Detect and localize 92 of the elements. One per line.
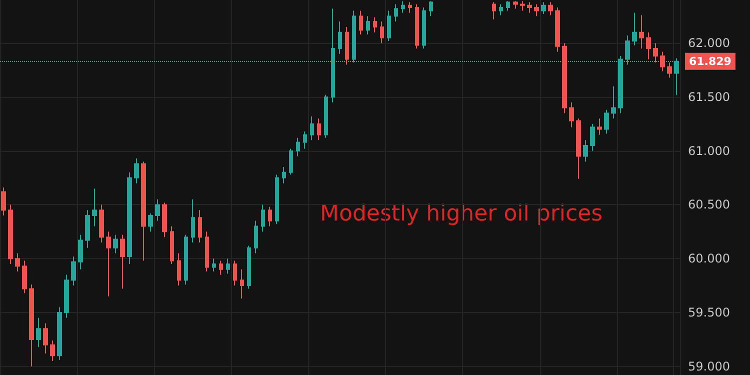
candlestick [261, 204, 265, 232]
candlestick [8, 204, 13, 265]
candlestick [219, 260, 223, 276]
candlestick [233, 260, 237, 286]
y-tick-label: 62.000 [688, 36, 730, 50]
y-tick-label: 61.500 [688, 90, 730, 104]
candlestick [43, 322, 48, 354]
candlestick [534, 4, 539, 17]
candlestick [527, 2, 532, 14]
candlestick [50, 340, 55, 362]
candlestick [352, 10, 356, 63]
candlestick [57, 306, 62, 360]
candlestick [212, 258, 216, 272]
candlestick [555, 7, 560, 52]
candlestick [394, 4, 398, 22]
y-tick-label: 60.000 [688, 252, 730, 266]
candlestick [632, 12, 637, 46]
candlestick [275, 174, 279, 225]
candlestick [226, 258, 230, 274]
candlestick [415, 4, 419, 49]
candlestick [191, 198, 195, 243]
candlestick [674, 58, 679, 96]
candlestick [604, 109, 609, 134]
candlestick [92, 188, 97, 227]
candlestick [331, 8, 335, 103]
candlestick [387, 10, 391, 42]
candlestick [408, 2, 412, 14]
candlestick [618, 56, 623, 114]
candlestick [611, 86, 616, 120]
ref-line-label: 61.829 [689, 54, 732, 68]
candlestick [513, 0, 518, 10]
candlestick [247, 245, 251, 290]
candlestick [106, 231, 111, 297]
candlestick [240, 268, 244, 299]
candlestick [380, 21, 384, 44]
candlestick [429, 0, 433, 17]
y-tick-label: 59.500 [688, 306, 730, 320]
candlestick [71, 256, 76, 286]
candlestick [1, 187, 6, 216]
candlestick [15, 252, 20, 272]
candlestick [373, 16, 377, 33]
candlestick [576, 118, 581, 180]
y-tick-label: 61.000 [688, 144, 730, 158]
candlestick [569, 102, 574, 128]
candlestick [282, 166, 286, 184]
candlestick [254, 220, 258, 254]
candlestick [667, 62, 672, 78]
candlestick [338, 21, 342, 54]
candlestick [64, 274, 69, 318]
candlestick [597, 118, 602, 136]
candlestick [303, 130, 307, 150]
candlestick [583, 140, 588, 162]
candlestick [317, 118, 321, 141]
candlestick [170, 226, 174, 265]
candlestick [162, 202, 167, 238]
candlestick [506, 0, 510, 12]
candlestick [401, 0, 405, 14]
y-tick-label: 59.000 [688, 359, 730, 374]
candlestick [625, 35, 630, 66]
candlestick [29, 284, 34, 367]
candlestick [113, 234, 118, 254]
candlestick [359, 10, 363, 35]
candlestick [366, 16, 370, 35]
candlestick [548, 2, 553, 16]
candlestick [422, 7, 426, 49]
candlestick [177, 252, 181, 286]
candlestick [324, 94, 328, 138]
candlestick [520, 0, 525, 12]
candlestick [148, 212, 153, 232]
candlestick [184, 234, 188, 285]
candlestick [127, 172, 132, 265]
candlestick [296, 137, 300, 157]
y-tick-label: 60.500 [688, 198, 730, 212]
candlestick [120, 234, 125, 290]
candlestick [36, 317, 41, 348]
candlestick [22, 260, 27, 294]
candlestick [205, 231, 209, 272]
candlestick [198, 210, 202, 243]
candlestick [289, 148, 293, 176]
candlestick [541, 2, 546, 15]
candlestick [499, 4, 503, 16]
candlestick [141, 161, 146, 262]
candlestick [492, 2, 496, 20]
candlestick [155, 198, 160, 222]
candlestick [78, 234, 83, 270]
candlestick [268, 206, 272, 227]
candlestick [134, 158, 139, 184]
candlestick [590, 123, 595, 152]
candlestick [639, 14, 644, 49]
candlestick [310, 116, 314, 141]
candlestick [99, 204, 104, 243]
candlestick [85, 210, 90, 248]
